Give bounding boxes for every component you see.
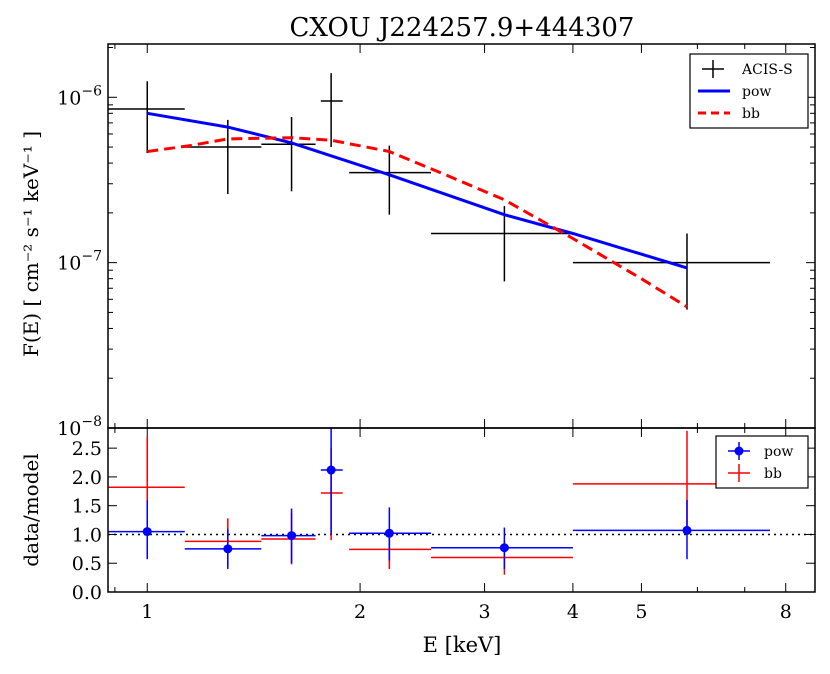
model-line-bb xyxy=(147,136,688,309)
y-tick-label: 1.0 xyxy=(72,524,102,546)
y-tick-label: 2.0 xyxy=(72,467,102,489)
x-tick-label: 3 xyxy=(479,601,491,623)
legend-marker xyxy=(734,446,744,456)
y-tick-label: 2.5 xyxy=(72,438,102,460)
x-tick-label: 5 xyxy=(635,601,647,623)
x-tick-label: 2 xyxy=(354,601,366,623)
ratio-point-pow xyxy=(682,525,692,535)
model-line-pow xyxy=(147,111,688,270)
x-axis-label: E [keV] xyxy=(423,633,502,657)
ratio-legend-box xyxy=(715,435,809,489)
y-tick-label: 1.5 xyxy=(72,496,102,518)
legend-label: pow xyxy=(764,444,793,460)
ratio-axes-frame xyxy=(107,427,816,593)
ratio-data xyxy=(108,428,770,575)
ratio-point-pow xyxy=(142,527,152,537)
ratio-point-pow xyxy=(326,465,336,475)
ratio-point-pow xyxy=(384,528,394,538)
chart-title: CXOU J224257.9+444307 xyxy=(290,13,635,43)
ratio-point-pow xyxy=(287,531,297,541)
y-tick-label: 10−8 xyxy=(57,414,102,440)
x-tick-label: 8 xyxy=(780,601,792,623)
flux-panel: 10−8 10−7 10−6 ACIS-S pow bb xyxy=(57,43,816,440)
y-tick-label: 0.5 xyxy=(72,553,102,575)
y-tick-label: 10−6 xyxy=(57,83,102,109)
y-tick-label: 0.0 xyxy=(72,582,102,604)
flux-y-axis-label: F(E) [ cm⁻² s⁻¹ keV⁻¹ ] xyxy=(19,131,43,357)
legend-label: ACIS-S xyxy=(741,62,793,78)
x-tick-label: 4 xyxy=(567,601,579,623)
legend-label: bb xyxy=(742,106,760,122)
ratio-panel: 0.0 0.5 1.0 1.5 2.0 2.5 1 2 3 4 5 8 pow bb xyxy=(72,427,816,623)
ratio-y-axis-label: data/model xyxy=(19,453,43,566)
ratio-point-pow xyxy=(499,543,509,553)
legend-label: pow xyxy=(742,84,771,100)
x-tick-label: 1 xyxy=(141,601,153,623)
ratio-point-pow xyxy=(223,544,233,554)
y-tick-label: 10−7 xyxy=(57,249,102,275)
legend-label: bb xyxy=(764,466,782,482)
